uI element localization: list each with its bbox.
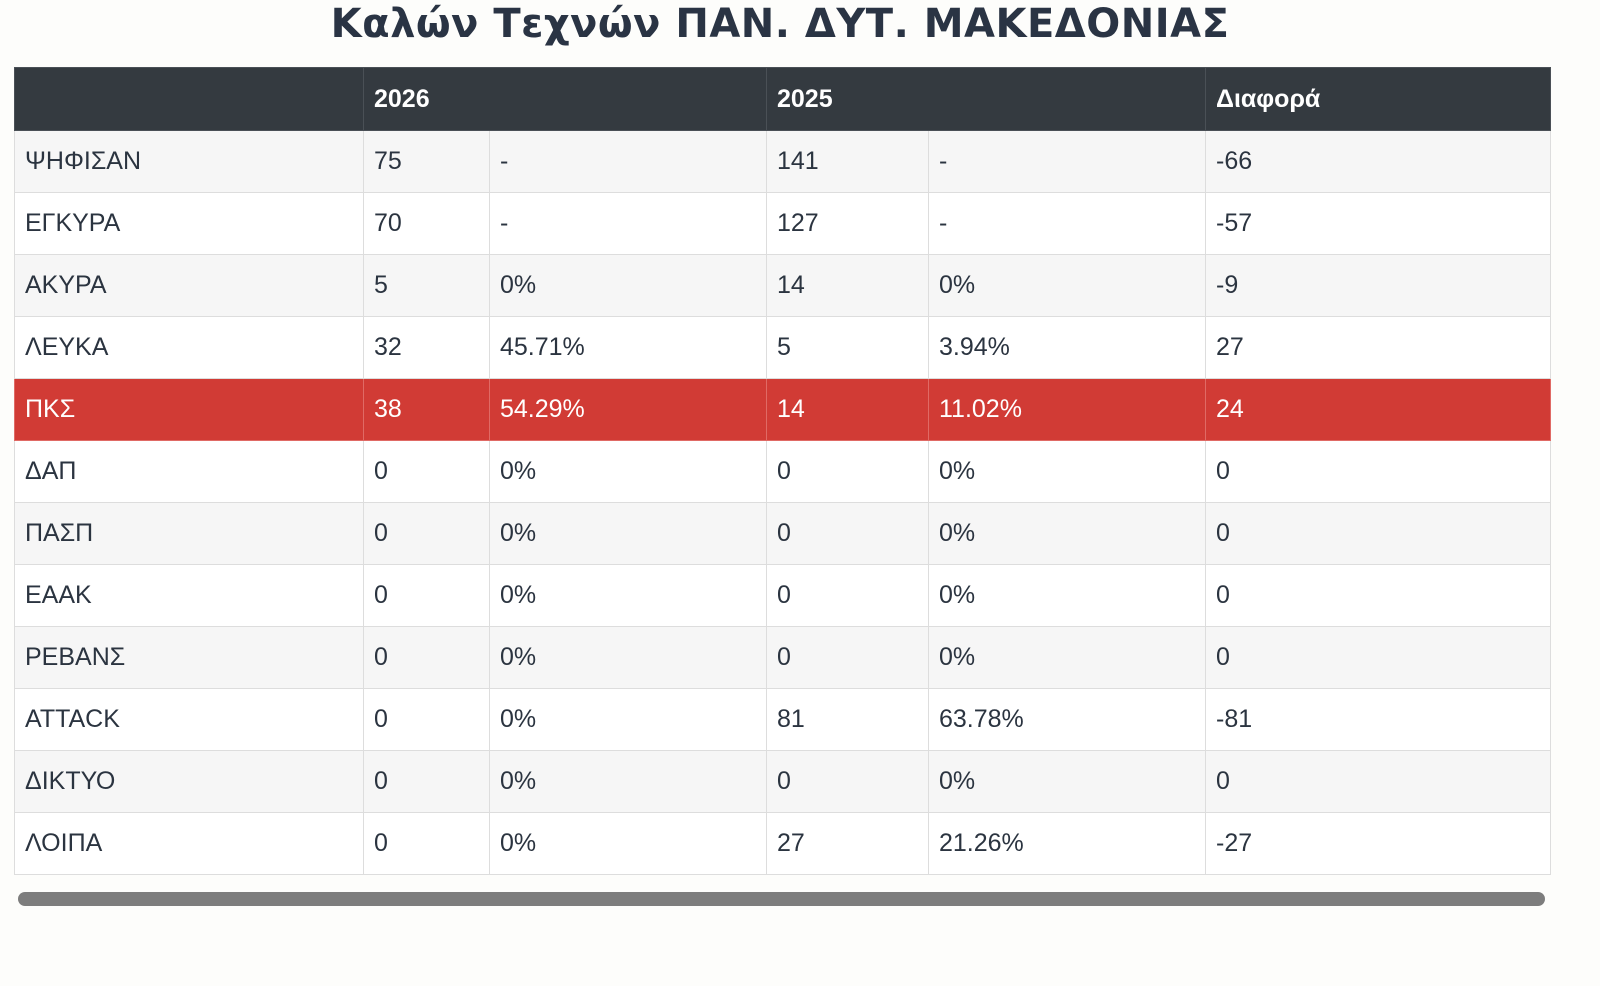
table-cell: 0 — [766, 750, 929, 813]
table-row: ΔΑΠ 0 0% 0 0% 0 — [14, 440, 1551, 503]
table-cell: 0% — [489, 254, 767, 317]
table-cell: 127 — [766, 192, 929, 255]
table-cell: 0 — [363, 564, 490, 627]
table-row: ΨΗΦΙΣΑΝ 75-141- -66 — [14, 130, 1551, 193]
row-label: ΨΗΦΙΣΑΝ — [14, 130, 364, 193]
table-cell: - — [928, 130, 1206, 193]
table-cell: 81 — [766, 688, 929, 751]
table-row: ΑΤΤΑCK 0 0% 81 63.78% -81 — [14, 688, 1551, 751]
table-cell: 0% — [489, 812, 767, 875]
table-cell: 75 — [363, 130, 490, 193]
table-row: ΕΓΚΥΡΑ 70-127- -57 — [14, 192, 1551, 255]
table-cell: 54.29% — [489, 378, 767, 441]
row-label: ΕΓΚΥΡΑ — [14, 192, 364, 255]
table-row: ΠΚΣ 38 54.29% 14 11.02% 24 — [14, 378, 1551, 441]
table-cell: 0 — [363, 750, 490, 813]
page-title: Καλών Τεχνών ΠΑΝ. ΔΥΤ. ΜΑΚΕΔΟΝΙΑΣ — [330, 1, 1230, 47]
table-cell: 0 — [766, 626, 929, 689]
table-cell: 0 — [363, 688, 490, 751]
row-label: ΠΑΣΠ — [14, 502, 364, 565]
table-cell: - — [928, 192, 1206, 255]
table-row: ΛΟΙΠΑ 0 0% 27 21.26% -27 — [14, 812, 1551, 875]
row-label: ΕΑΑΚ — [14, 564, 364, 627]
table-cell: 0% — [489, 626, 767, 689]
table-cell: 27 — [1205, 316, 1551, 379]
row-label: ΡΕΒΑΝΣ — [14, 626, 364, 689]
table-cell: 0 — [1205, 440, 1551, 503]
table-cell: 27 — [766, 812, 929, 875]
table-row: ΡΕΒΑΝΣ 0 0% 0 0% 0 — [14, 626, 1551, 689]
table-cell: 14 — [766, 378, 929, 441]
table-cell: 11.02% — [928, 378, 1206, 441]
table-cell: 0 — [766, 440, 929, 503]
row-label: ΑΚΥΡΑ — [14, 254, 364, 317]
table-cell: 0 — [766, 564, 929, 627]
table-cell: 0% — [928, 254, 1206, 317]
table-cell: 0 — [363, 626, 490, 689]
row-label: ΛΕΥΚΑ — [14, 316, 364, 379]
table-cell: 0 — [363, 502, 490, 565]
table-cell: 24 — [1205, 378, 1551, 441]
table-cell: 0% — [928, 440, 1206, 503]
table-cell: -57 — [1205, 192, 1551, 255]
row-label: ΠΚΣ — [14, 378, 364, 441]
table-cell: 0% — [489, 688, 767, 751]
table-cell: 0% — [928, 564, 1206, 627]
table-row: ΑΚΥΡΑ 5 0% 14 0% -9 — [14, 254, 1551, 317]
table-cell: 0% — [489, 750, 767, 813]
table-cell: 0 — [363, 812, 490, 875]
table-row: ΠΑΣΠ 0 0% 0 0% 0 — [14, 502, 1551, 565]
table-body: ΨΗΦΙΣΑΝ 75-141- -66 ΕΓΚΥΡΑ 70-127- -57 ΑΚΥΡΑ 5 0… — [14, 130, 1551, 875]
table-cell: -9 — [1205, 254, 1551, 317]
table-cell: 32 — [363, 316, 490, 379]
table-cell: 0 — [363, 440, 490, 503]
scrollbar[interactable] — [18, 892, 1545, 906]
table-cell: 5 — [766, 316, 929, 379]
table-cell: -27 — [1205, 812, 1551, 875]
header-cell: 2025 — [766, 67, 1206, 131]
header-cell: 2026 — [363, 67, 767, 131]
table-cell: 0 — [766, 502, 929, 565]
table-cell: 0 — [1205, 626, 1551, 689]
table-cell: 0 — [1205, 502, 1551, 565]
table-cell: 21.26% — [928, 812, 1206, 875]
table-cell: 0% — [489, 440, 767, 503]
table-cell: 5 — [363, 254, 490, 317]
header-row: 2026 2025 Διαφορά — [14, 67, 1551, 131]
table-cell: - — [489, 192, 767, 255]
table-cell: 0% — [928, 502, 1206, 565]
table-cell: 45.71% — [489, 316, 767, 379]
table-cell: 63.78% — [928, 688, 1206, 751]
table-cell: 0% — [489, 502, 767, 565]
header-cell — [14, 67, 364, 131]
table-cell: 0% — [928, 626, 1206, 689]
table-cell: -66 — [1205, 130, 1551, 193]
row-label: ΔΙΚΤΥΟ — [14, 750, 364, 813]
table-cell: 70 — [363, 192, 490, 255]
table-cell: 0 — [1205, 564, 1551, 627]
table-cell: 14 — [766, 254, 929, 317]
table-cell: 0 — [1205, 750, 1551, 813]
table-cell: 3.94% — [928, 316, 1206, 379]
row-label: ΛΟΙΠΑ — [14, 812, 364, 875]
table-row: ΔΙΚΤΥΟ 0 0% 0 0% 0 — [14, 750, 1551, 813]
table-row: ΕΑΑΚ 0 0% 0 0% 0 — [14, 564, 1551, 627]
header-cell: Διαφορά — [1205, 67, 1551, 131]
results-table: 2026 2025 Διαφορά ΨΗΦΙΣΑΝ 75-141- -66 ΕΓΚΥΡ… — [14, 67, 1551, 875]
table-cell: 0% — [489, 564, 767, 627]
table-cell: -81 — [1205, 688, 1551, 751]
row-label: ΑΤΤΑCK — [14, 688, 364, 751]
row-label: ΔΑΠ — [14, 440, 364, 503]
table-row: ΛΕΥΚΑ 32 45.71% 5 3.94% 27 — [14, 316, 1551, 379]
table-cell: 141 — [766, 130, 929, 193]
table-cell: - — [489, 130, 767, 193]
table-cell: 0% — [928, 750, 1206, 813]
table-cell: 38 — [363, 378, 490, 441]
